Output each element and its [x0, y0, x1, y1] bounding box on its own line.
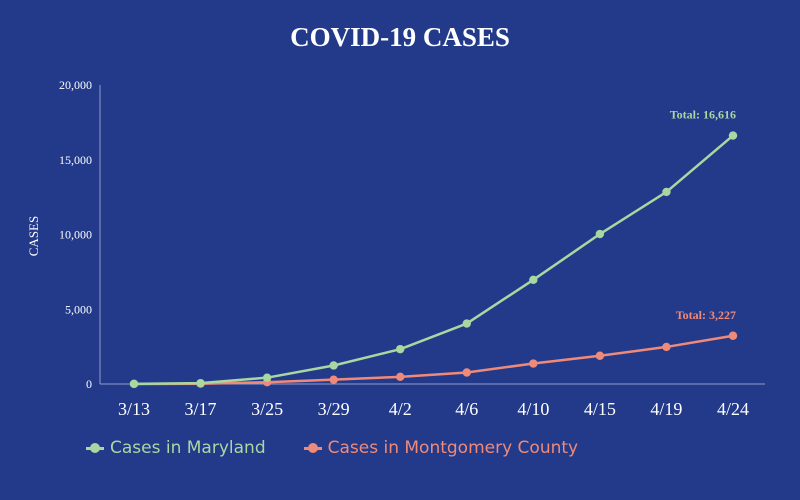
legend-item-montgomery[interactable]: Cases in Montgomery County	[303, 438, 579, 458]
data-point	[728, 331, 738, 340]
legend-label-montgomery: Cases in Montgomery County	[327, 438, 579, 458]
data-point	[728, 131, 738, 140]
x-tick-label: 3/17	[185, 399, 217, 419]
data-point	[529, 275, 538, 285]
data-point	[329, 375, 338, 384]
data-point	[396, 344, 405, 354]
x-tick-label: 4/6	[455, 399, 478, 419]
series-line	[133, 134, 734, 386]
y-tick-label: 5,000	[65, 302, 92, 316]
y-axis-title: CASES	[26, 216, 41, 256]
data-point	[396, 372, 405, 382]
legend-swatch-maryland-icon	[86, 442, 104, 454]
data-point	[595, 229, 605, 239]
legend: Cases in Maryland Cases in Montgomery Co…	[86, 438, 578, 458]
total-annotation: Total: 16,616	[670, 108, 736, 122]
x-tick-label: 4/19	[650, 399, 682, 419]
data-point	[462, 368, 471, 377]
data-point	[329, 361, 338, 370]
legend-label-maryland: Cases in Maryland	[110, 438, 266, 458]
y-tick-label: 20,000	[59, 78, 92, 92]
y-tick-label: 0	[86, 377, 92, 391]
x-tick-label: 4/24	[717, 399, 749, 419]
x-tick-label: 4/2	[389, 399, 412, 419]
x-tick-label: 4/15	[584, 399, 616, 419]
x-tick-label: 3/25	[251, 399, 283, 419]
data-point	[662, 187, 671, 197]
x-tick-label: 4/10	[517, 399, 549, 419]
series-line	[133, 334, 734, 386]
chart-title: COVID-19 CASES	[290, 22, 510, 52]
total-annotation: Total: 3,227	[676, 308, 736, 322]
legend-item-maryland[interactable]: Cases in Maryland	[86, 438, 266, 458]
data-point	[462, 319, 471, 328]
y-tick-label: 15,000	[59, 153, 92, 167]
data-point	[662, 342, 671, 352]
data-point	[129, 379, 139, 389]
x-tick-label: 3/29	[318, 399, 350, 419]
legend-swatch-montgomery-icon	[303, 442, 322, 454]
x-tick-label: 3/13	[118, 399, 150, 419]
data-point	[196, 378, 205, 388]
data-point	[529, 359, 538, 368]
data-point	[595, 351, 605, 360]
y-tick-label: 10,000	[59, 228, 92, 242]
data-point	[262, 373, 272, 382]
